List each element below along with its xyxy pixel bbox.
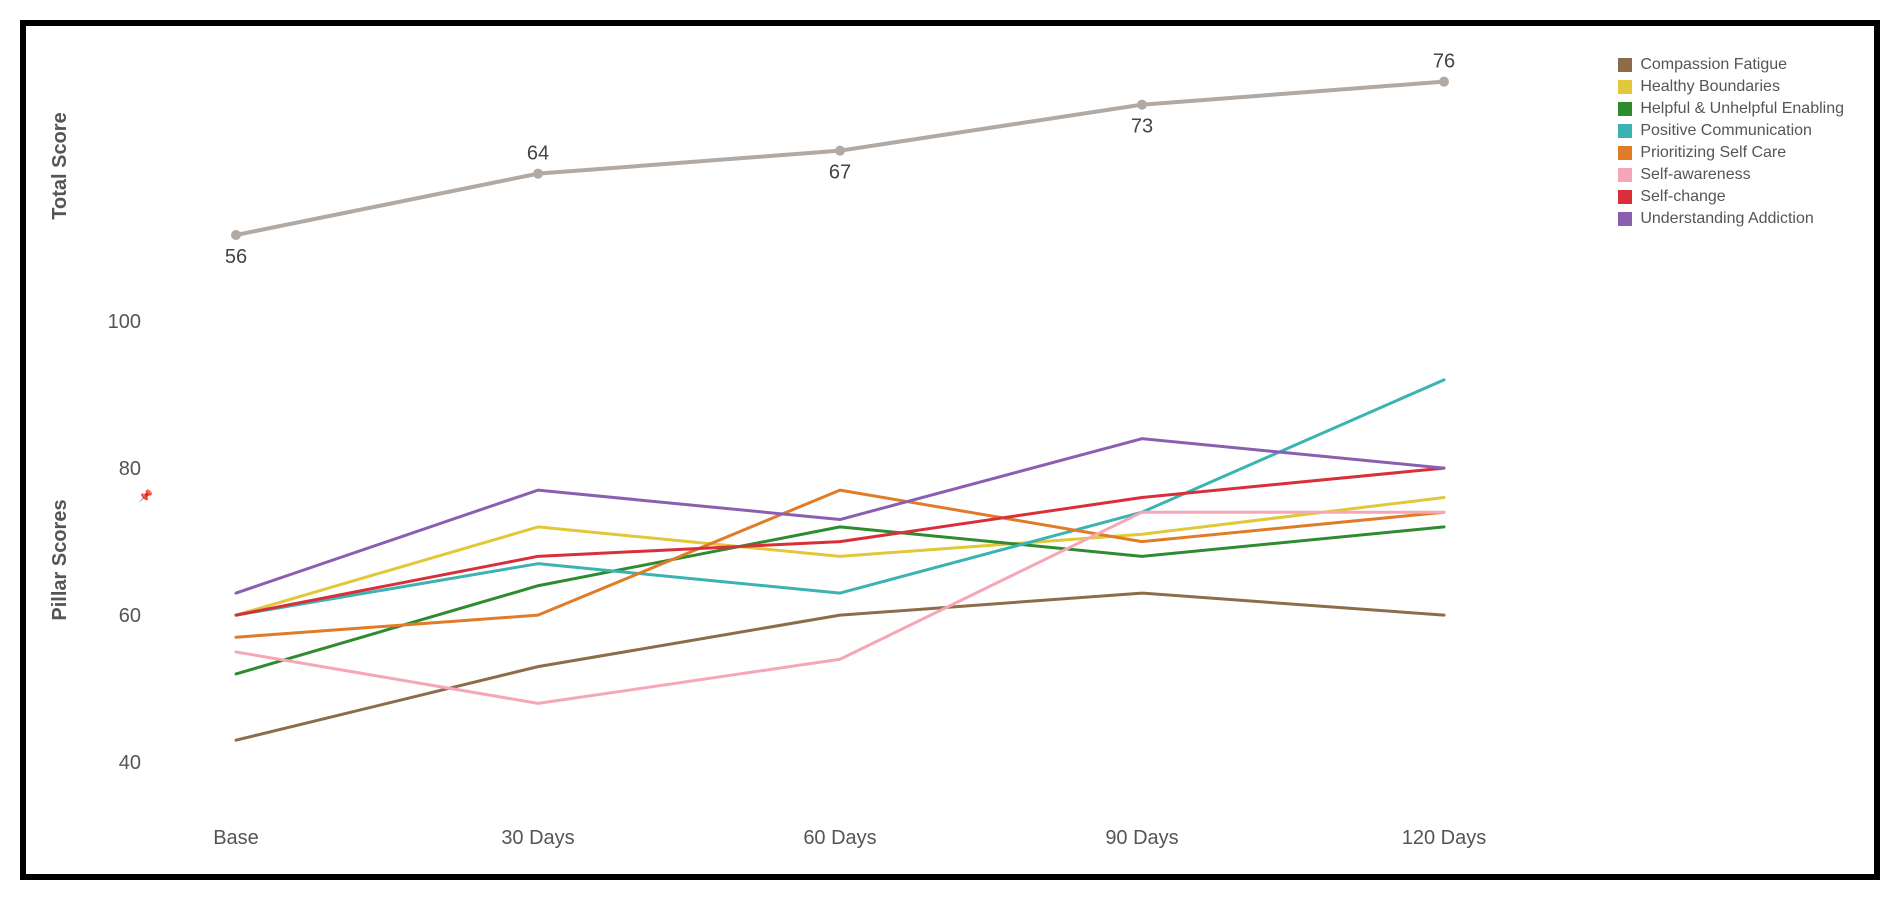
x-tick-label: 120 Days	[1402, 827, 1487, 849]
legend-label: Helpful & Unhelpful Enabling	[1640, 100, 1844, 118]
total-score-marker	[533, 169, 543, 179]
legend-label: Healthy Boundaries	[1640, 78, 1780, 96]
chart-svg: 56 64 67 73 76 Total Score 40 60 80 100 Pillar Sco…	[26, 26, 1874, 874]
total-score-marker	[835, 146, 845, 156]
legend-swatch	[1618, 212, 1632, 226]
legend-label: Compassion Fatigue	[1640, 56, 1787, 74]
total-score-value-label: 76	[1433, 51, 1455, 73]
legend-swatch	[1618, 58, 1632, 72]
pillar-series-line	[236, 497, 1444, 615]
legend-label: Self-change	[1640, 188, 1725, 206]
legend-swatch	[1618, 190, 1632, 204]
legend-label: Positive Communication	[1640, 122, 1812, 140]
legend-item: Healthy Boundaries	[1618, 78, 1844, 96]
legend-swatch	[1618, 80, 1632, 94]
legend: Compassion Fatigue Healthy Boundaries Help…	[1618, 56, 1844, 232]
pillar-series-line	[236, 439, 1444, 593]
legend-swatch	[1618, 168, 1632, 182]
legend-label: Self-awareness	[1640, 166, 1750, 184]
pillar-series-line	[236, 593, 1444, 740]
pin-icon: 📌	[138, 488, 153, 503]
x-tick-label: 60 Days	[803, 827, 876, 849]
legend-label: Prioritizing Self Care	[1640, 144, 1786, 162]
legend-label: Understanding Addiction	[1640, 210, 1813, 228]
y-tick-label: 80	[119, 458, 141, 480]
x-tick-label: 30 Days	[501, 827, 574, 849]
total-score-value-label: 73	[1131, 116, 1153, 138]
total-score-value-label: 56	[225, 246, 247, 268]
total-score-marker	[231, 230, 241, 240]
x-tick-label: Base	[213, 827, 259, 849]
y-tick-label: 100	[108, 311, 141, 333]
top-y-axis-label: Total Score	[49, 112, 71, 219]
chart-frame: 56 64 67 73 76 Total Score 40 60 80 100 Pillar Sco…	[20, 20, 1880, 880]
total-score-value-label: 64	[527, 143, 549, 165]
legend-swatch	[1618, 146, 1632, 160]
legend-item: Helpful & Unhelpful Enabling	[1618, 100, 1844, 118]
legend-item: Prioritizing Self Care	[1618, 144, 1844, 162]
legend-item: Self-awareness	[1618, 166, 1844, 184]
legend-item: Positive Communication	[1618, 122, 1844, 140]
x-tick-label: 90 Days	[1105, 827, 1178, 849]
total-score-value-label: 67	[829, 162, 851, 184]
legend-item: Understanding Addiction	[1618, 210, 1844, 228]
legend-swatch	[1618, 102, 1632, 116]
total-score-marker	[1439, 77, 1449, 87]
legend-swatch	[1618, 124, 1632, 138]
y-tick-label: 40	[119, 752, 141, 774]
total-score-marker	[1137, 100, 1147, 110]
legend-item: Self-change	[1618, 188, 1844, 206]
y-tick-label: 60	[119, 605, 141, 627]
legend-item: Compassion Fatigue	[1618, 56, 1844, 74]
bottom-y-axis-label: Pillar Scores	[49, 499, 71, 620]
total-score-line	[236, 82, 1444, 235]
